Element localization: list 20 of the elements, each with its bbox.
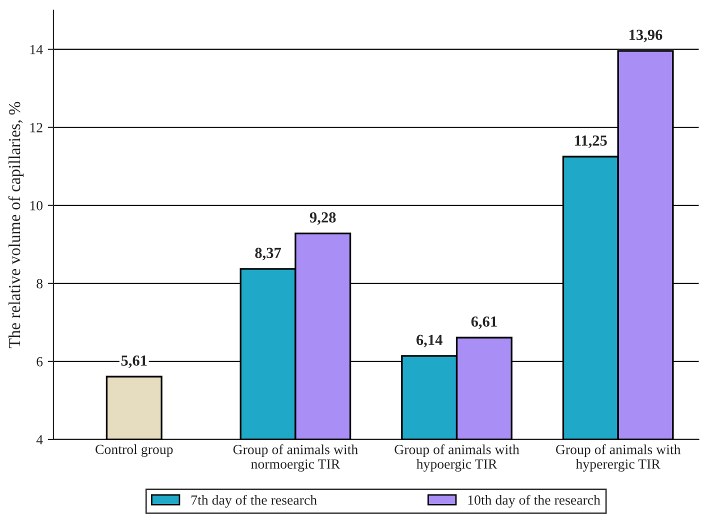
data-label: 6,14 bbox=[416, 334, 442, 348]
x-tick-label: Group of animals with hypoergic TIR bbox=[394, 444, 520, 472]
x-tick-label: Group of animals with hyperergic TIR bbox=[556, 444, 681, 472]
data-label: 13,96 bbox=[630, 30, 662, 42]
y-tick-label: 6 bbox=[36, 357, 43, 366]
y-tick-label: 10 bbox=[30, 200, 43, 210]
y-tick-label: 12 bbox=[30, 122, 42, 132]
data-label: 11,25 bbox=[575, 135, 607, 148]
legend-label: 7th day of the research bbox=[192, 494, 317, 508]
data-label: 9,28 bbox=[310, 212, 336, 225]
data-label: 6,61 bbox=[471, 316, 497, 329]
y-axis-title: The relative volume of capillaries, % bbox=[8, 102, 24, 348]
data-label: 5,61 bbox=[121, 355, 147, 368]
y-tick-label: 14 bbox=[30, 45, 43, 54]
y-tick-label: 4 bbox=[36, 435, 43, 444]
data-label: 8,37 bbox=[255, 248, 282, 260]
x-tick-label: Control group bbox=[96, 444, 173, 457]
x-tick-label: Group of animals with normoergic TIR bbox=[233, 444, 358, 472]
legend-label: 10th day of the research bbox=[468, 494, 600, 508]
y-tick-label: 8 bbox=[36, 278, 43, 288]
